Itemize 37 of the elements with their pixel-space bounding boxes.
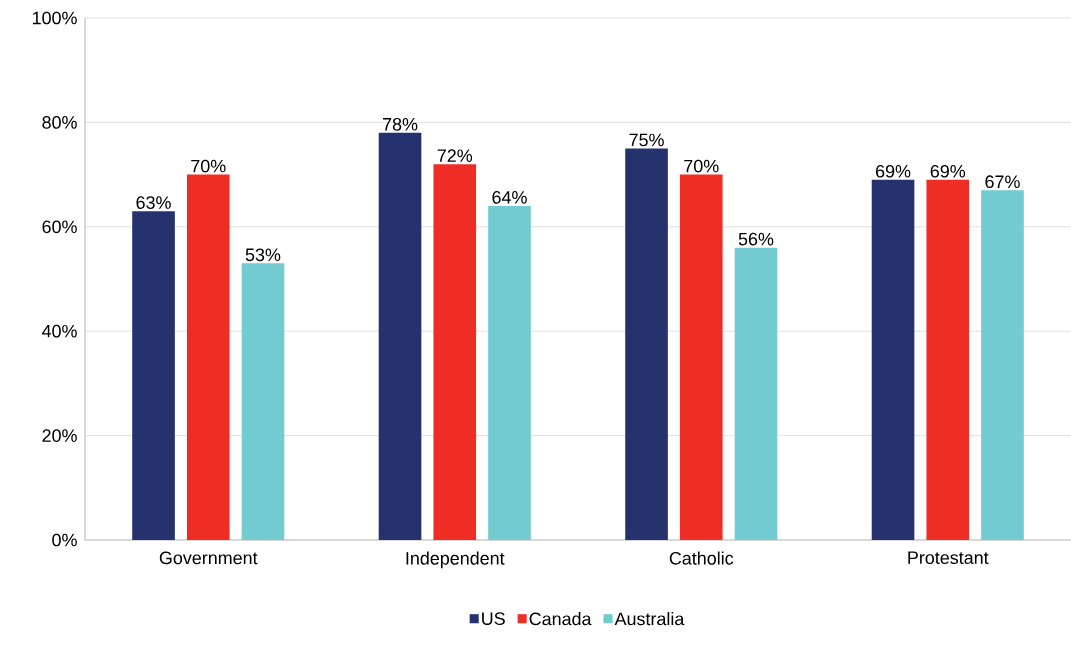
y-tick-label: 40%	[41, 324, 77, 338]
bar	[926, 179, 970, 540]
x-tick-label: Independent	[406, 551, 505, 569]
x-tick-label: Catholic	[669, 551, 734, 565]
bar	[625, 148, 668, 540]
data-label: 63%	[136, 196, 171, 209]
bar	[433, 164, 477, 540]
y-tick-label: 0%	[52, 533, 77, 547]
y-tick-label: 20%	[42, 429, 77, 442]
y-tick-label: 80%	[42, 116, 77, 129]
data-label: 69%	[930, 164, 966, 178]
data-label: 78%	[383, 117, 418, 131]
bar	[871, 179, 915, 540]
bar	[488, 205, 531, 540]
bar	[679, 174, 723, 540]
x-tick-label: Protestant	[908, 551, 989, 565]
legend-label: Canada	[529, 612, 592, 626]
bar	[734, 247, 778, 540]
y-tick-label: 100%	[32, 11, 77, 25]
legend-label: US	[482, 612, 505, 625]
data-label: 70%	[191, 159, 226, 173]
data-label: 75%	[629, 133, 664, 147]
x-tick-label: Government	[159, 551, 258, 565]
legend-label: Australia	[614, 612, 685, 626]
data-label: 56%	[738, 232, 774, 246]
data-label: 72%	[437, 149, 473, 162]
data-label: 69%	[876, 164, 911, 178]
bar	[981, 190, 1024, 540]
data-label: 70%	[684, 159, 719, 173]
bar	[241, 263, 285, 540]
data-label: 64%	[492, 191, 527, 204]
bar	[186, 174, 230, 540]
bar	[132, 211, 175, 540]
data-label: 53%	[245, 248, 281, 262]
y-tick-label: 60%	[42, 220, 77, 234]
bar	[378, 132, 422, 540]
data-label: 67%	[985, 175, 1020, 189]
